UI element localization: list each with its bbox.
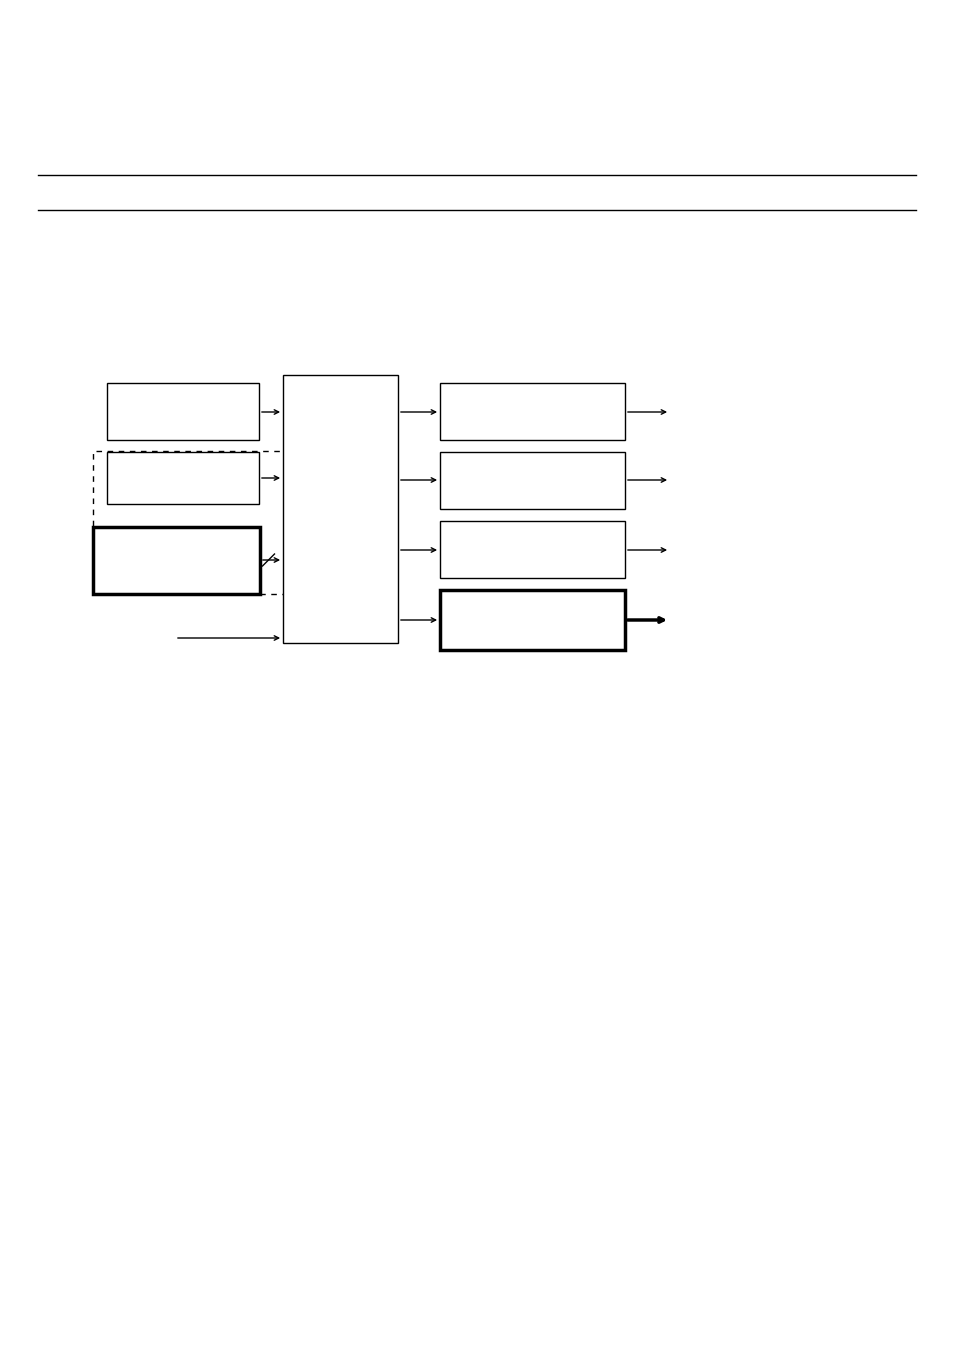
Bar	[439, 590, 624, 650]
Bar	[439, 521, 624, 578]
Bar	[283, 376, 397, 643]
Bar	[92, 527, 260, 594]
Bar	[107, 453, 258, 504]
Bar	[439, 382, 624, 440]
Bar	[107, 382, 258, 440]
Bar	[92, 451, 297, 594]
Bar	[439, 453, 624, 509]
